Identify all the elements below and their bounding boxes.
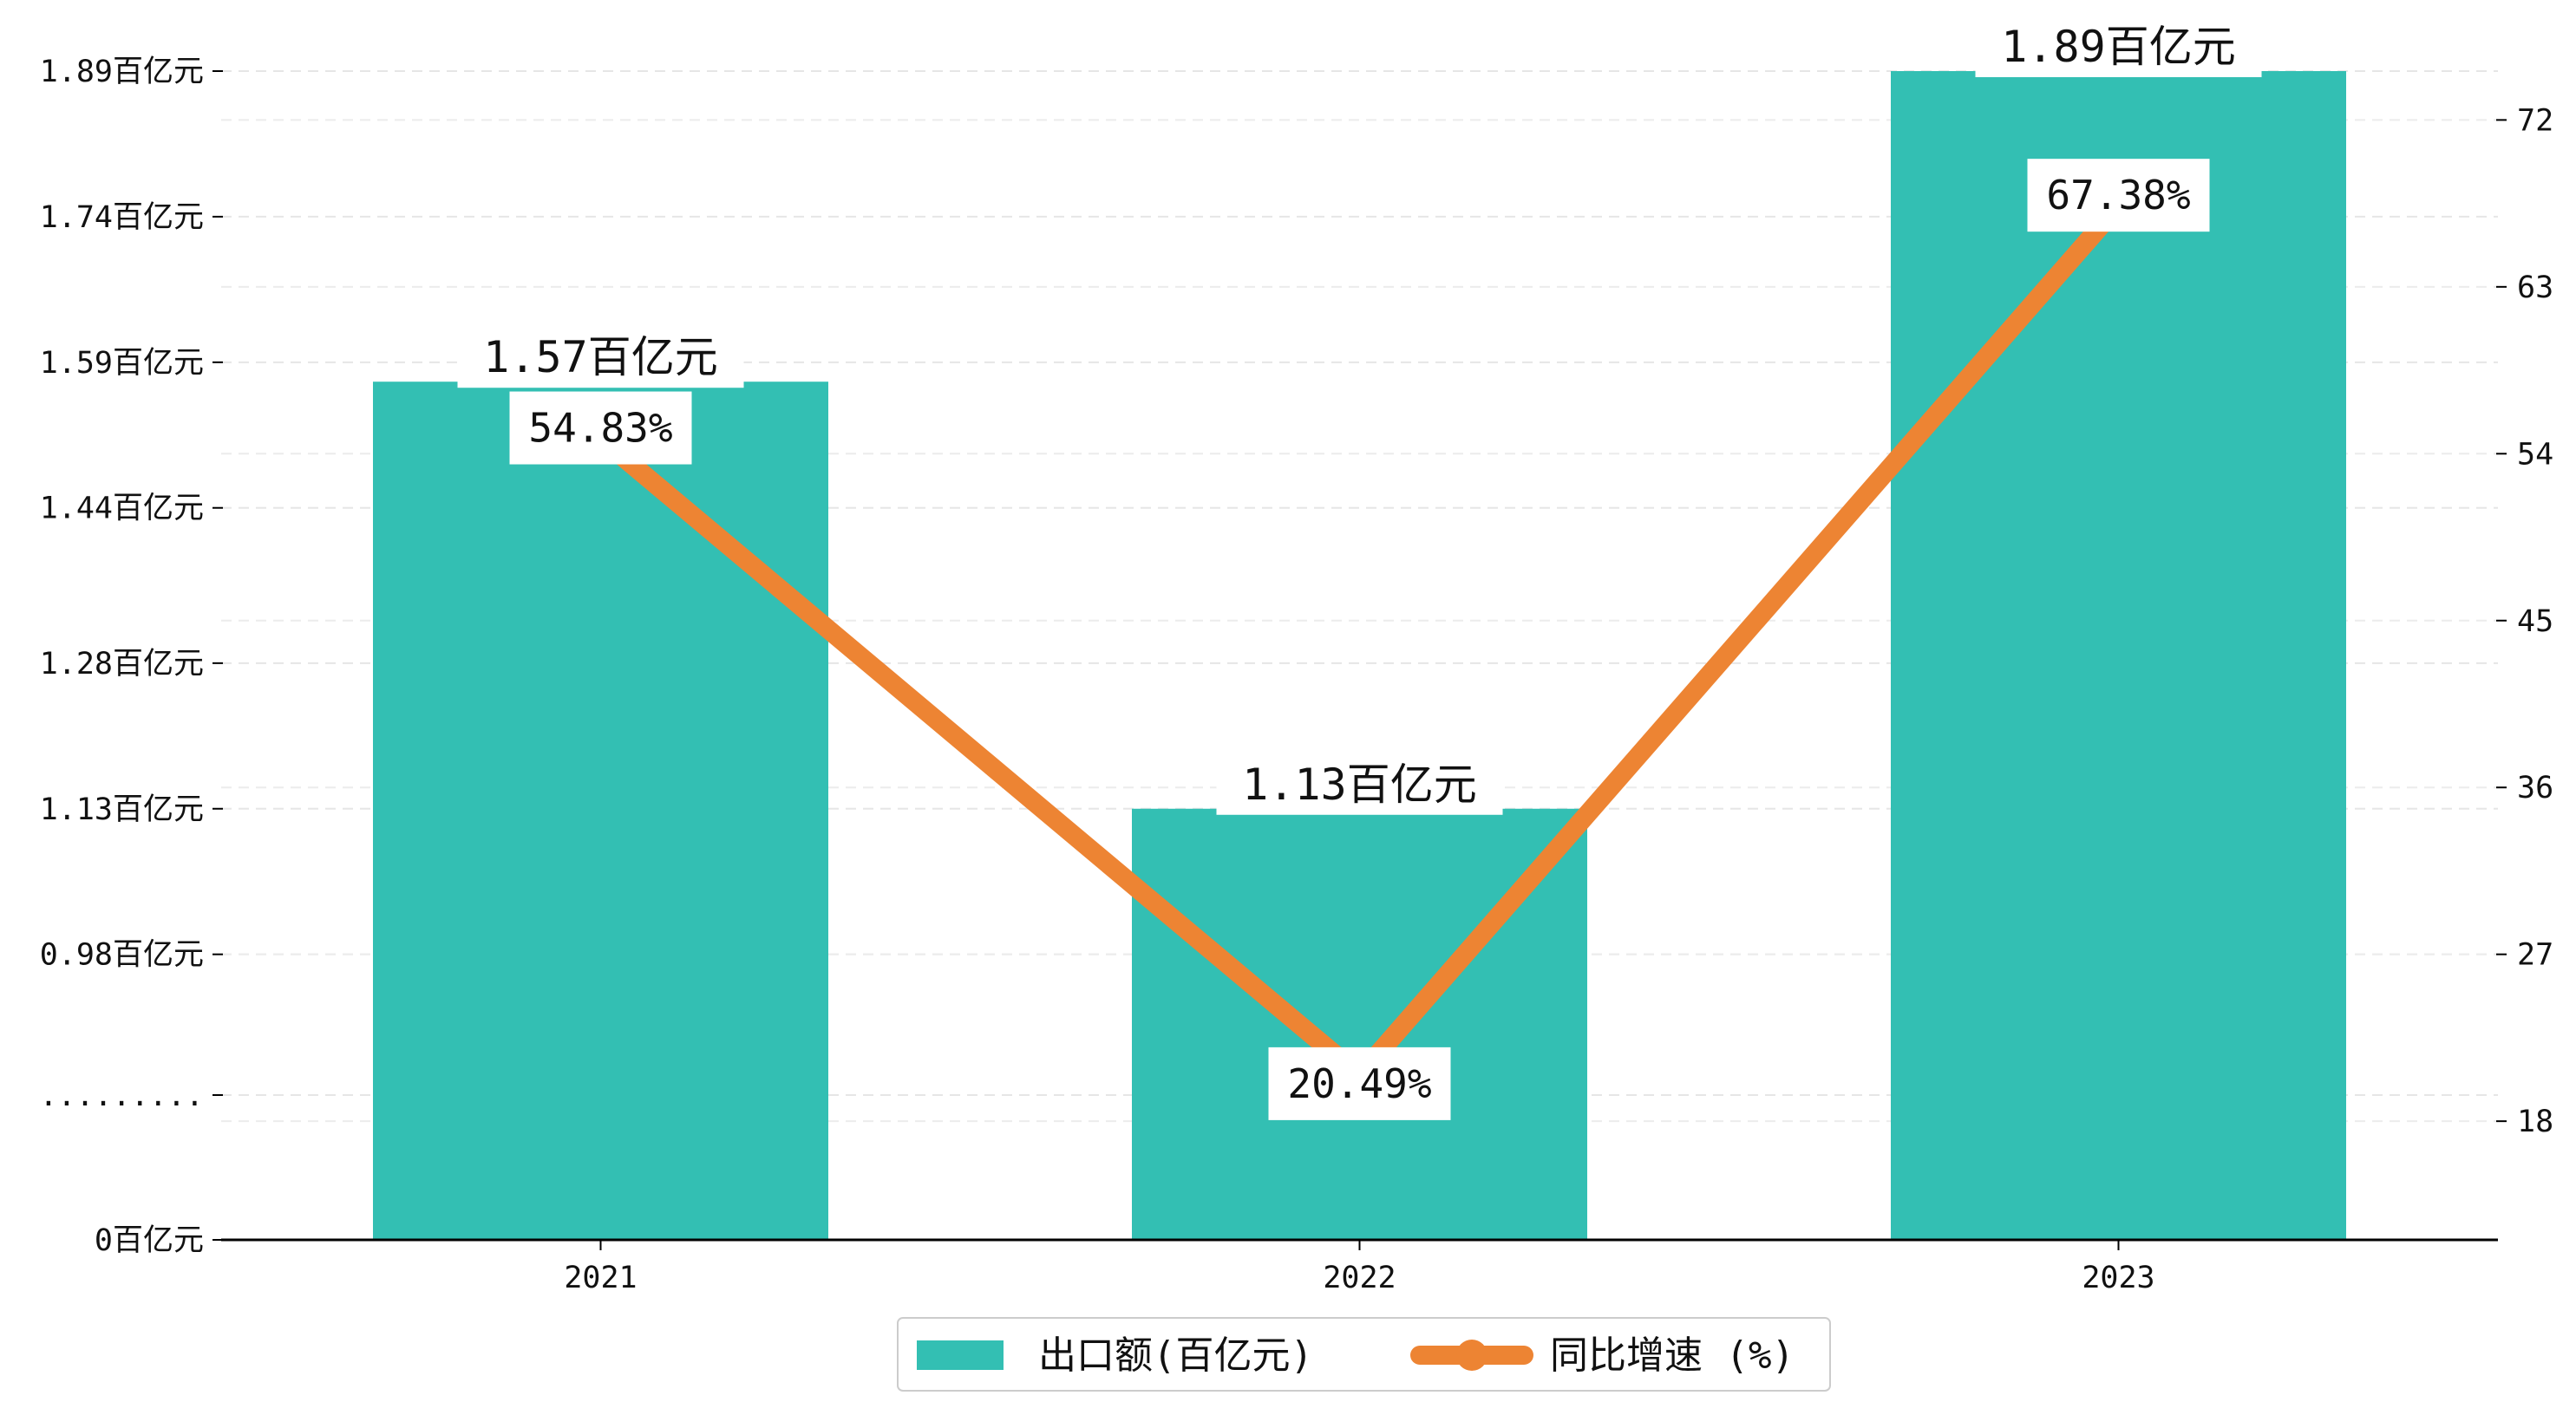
bar-value-label: 1.57百亿元 (483, 332, 717, 382)
legend-bar-label: 出口额(百亿元) (1038, 1333, 1313, 1378)
line-value-label-box (2027, 159, 2210, 232)
line-value-label: 54.83% (528, 405, 672, 452)
legend-frame (897, 1317, 1831, 1392)
line-value-label-box (509, 391, 692, 465)
bar-value-label: 1.89百亿元 (2001, 22, 2235, 72)
legend-line-marker (1456, 1340, 1487, 1371)
y-right-tick-label: 27 (2517, 938, 2553, 973)
bar (373, 381, 828, 1240)
x-tick-label: 2023 (2082, 1261, 2154, 1295)
y-left-tick-label: 1.74百亿元 (40, 200, 204, 235)
y-left-tick-label: 0百亿元 (95, 1223, 204, 1258)
bar (1891, 71, 2346, 1240)
y-right-tick-label: 36 (2517, 771, 2553, 805)
x-tick-label: 2021 (564, 1261, 637, 1295)
y-right-tick-label: 63 (2517, 271, 2553, 305)
y-left-tick-label: ......... (39, 1079, 204, 1113)
y-right-tick-label: 54 (2517, 437, 2553, 472)
y-left-tick-label: 0.98百亿元 (40, 938, 204, 973)
y-left-tick-label: 1.13百亿元 (40, 792, 204, 827)
y-left-tick-label: 1.59百亿元 (40, 346, 204, 381)
y-right-tick-label: 72 (2517, 103, 2553, 138)
bar-value-label-box (1975, 16, 2262, 77)
y-right-tick-label: 45 (2517, 604, 2553, 639)
bar (1132, 808, 1587, 1240)
bar-series (373, 71, 2346, 1240)
legend: 出口额(百亿元) 同比增速 (%) (897, 1317, 1831, 1392)
legend-bar-swatch (917, 1340, 1004, 1370)
x-tick-label: 2022 (1323, 1261, 1396, 1295)
y-left-tick-label: 1.44百亿元 (40, 492, 204, 526)
y-left-tick-label: 1.89百亿元 (40, 55, 204, 89)
line-value-label: 20.49% (1287, 1060, 1431, 1107)
legend-line-label: 同比增速 (%) (1550, 1333, 1795, 1378)
axes: 2021 2022 2023 0百亿元......... 0.98百亿元 1.13百亿元 1… (39, 55, 2553, 1295)
bar-value-label-box (1216, 753, 1503, 815)
bar-value-label: 1.13百亿元 (1242, 760, 1476, 810)
y-right-tick-label: 18 (2517, 1105, 2553, 1139)
y-left-tick-label: 1.28百亿元 (40, 647, 204, 681)
line-value-label: 67.38% (2046, 172, 2190, 218)
data-labels: 1.57百亿元 1.13百亿元 1.89百亿元 54.83% 20.49% 67.38% (457, 16, 2262, 1120)
bar-value-label-box (457, 327, 744, 388)
line-value-label-box (1268, 1047, 1451, 1120)
